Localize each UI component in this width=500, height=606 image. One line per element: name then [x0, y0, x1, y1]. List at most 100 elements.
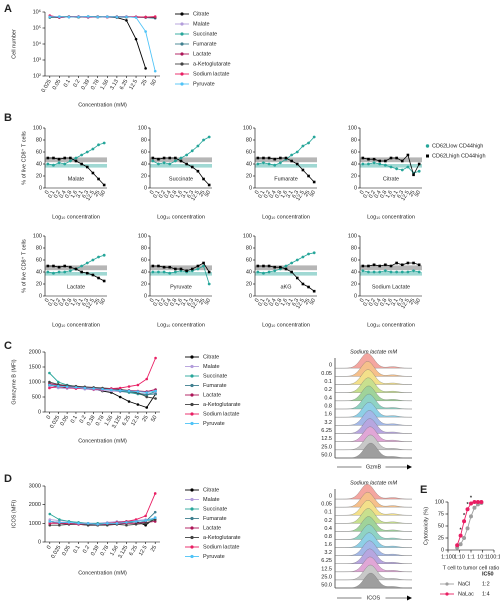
ridge-label: 0.2 [324, 518, 332, 524]
data-point [144, 523, 147, 527]
y-axis-label: Cytotoxicity (%) [423, 507, 429, 545]
data-point [154, 389, 157, 393]
data-point [372, 161, 376, 165]
x-tick-label: 0.1 [362, 190, 371, 200]
data-point [63, 156, 67, 160]
x-tick-label: 3.1 [391, 190, 400, 200]
ridge-label: 12.5 [321, 436, 332, 442]
legend-label: CD62Lhigh CD44high [432, 153, 486, 159]
data-point [68, 159, 72, 163]
y-tick-label: 80 [36, 137, 42, 143]
data-point [97, 255, 100, 259]
x-tick-label: 0.8 [274, 190, 283, 200]
ic50-title: IC50 [482, 571, 494, 577]
y-tick-label: 0 [39, 185, 42, 191]
ridge-label: 0.05 [321, 371, 332, 377]
data-point [295, 162, 299, 166]
data-point [462, 519, 467, 524]
x-tick-label: 0.8 [169, 298, 178, 308]
legend-label: NaLac [458, 591, 474, 597]
x-tick-label: 100:1 [487, 554, 500, 560]
data-point [69, 265, 72, 269]
data-point [118, 386, 122, 390]
data-point [417, 270, 421, 274]
panel-title: Succinate [169, 176, 193, 182]
data-point [256, 264, 260, 268]
data-point [136, 390, 140, 393]
data-point [48, 512, 52, 516]
data-point [134, 37, 138, 41]
data-point [190, 267, 194, 271]
x-tick-label: 1.6 [385, 190, 394, 200]
x-tick-label: 0.8 [169, 190, 178, 200]
ridge [334, 508, 413, 524]
data-point [389, 270, 393, 274]
data-point [284, 156, 288, 160]
x-tick-label: 0 [254, 190, 261, 196]
data-point [174, 267, 177, 271]
y-tick-label: 0 [38, 409, 41, 415]
data-point [279, 156, 282, 160]
x-tick-label: 0.2 [82, 545, 91, 555]
x-tick-label: 50 [99, 190, 107, 198]
data-point [412, 269, 415, 273]
y-tick-label: 50 [438, 523, 444, 529]
data-point [417, 162, 421, 166]
data-point [110, 388, 113, 392]
legend-label: Succinate [203, 506, 227, 512]
data-point [378, 264, 382, 268]
y-tick-label: 60 [351, 149, 357, 155]
data-point [185, 153, 189, 157]
ridge-label: 0.1 [324, 510, 332, 516]
legend-label: Sodium lactate [203, 544, 239, 550]
x-tick-label: 25 [408, 298, 416, 306]
legend-marker [180, 62, 184, 66]
panel-title: Citrate [383, 176, 399, 182]
data-point [157, 157, 160, 161]
y-tick-label: 20 [246, 281, 252, 287]
x-tick-label: 6.3 [81, 190, 90, 200]
data-point [273, 265, 277, 269]
y-axis-label: % of live CD8⁺ T cells [20, 239, 27, 293]
ridge-label: 0.8 [324, 534, 332, 540]
x-tick-label: 12.5 [190, 298, 201, 310]
data-point [295, 276, 299, 280]
data-point [80, 162, 83, 166]
x-tick-label: 1:100 [441, 554, 455, 560]
ridge-label: 0.4 [324, 526, 332, 532]
legend-label: Sodium lactate [193, 71, 229, 77]
x-axis-label: Log₁₀ concentration [262, 322, 310, 328]
data-point [154, 397, 157, 400]
reference-band [150, 164, 212, 168]
legend-marker [190, 402, 194, 407]
data-point [127, 400, 131, 403]
legend-marker [426, 154, 429, 158]
x-tick-label: 1:1 [467, 554, 475, 560]
x-tick-label: 0.05 [60, 415, 71, 427]
data-point [57, 157, 61, 161]
data-point [400, 263, 404, 267]
data-point [290, 261, 294, 265]
y-tick-label: 0 [249, 185, 252, 191]
data-point [301, 144, 305, 148]
x-tick-label: 0 [359, 298, 366, 304]
data-point [102, 253, 106, 257]
data-point [395, 261, 398, 265]
data-point [153, 15, 157, 18]
y-tick-label: 100 [435, 499, 444, 505]
y-tick-label: 40 [351, 161, 357, 167]
data-point [125, 19, 128, 22]
data-point [372, 270, 376, 274]
data-point [48, 383, 51, 387]
data-point [262, 161, 265, 165]
data-point [80, 270, 83, 274]
ridge-label: 3.2 [324, 550, 332, 556]
ridge [335, 369, 413, 385]
data-point [85, 165, 89, 169]
data-point [77, 15, 80, 19]
legend-marker [190, 364, 194, 369]
x-tick-label: 6.3 [291, 190, 300, 200]
data-point [207, 282, 211, 286]
x-tick-label: 0.39 [86, 415, 97, 427]
data-point [207, 135, 211, 139]
